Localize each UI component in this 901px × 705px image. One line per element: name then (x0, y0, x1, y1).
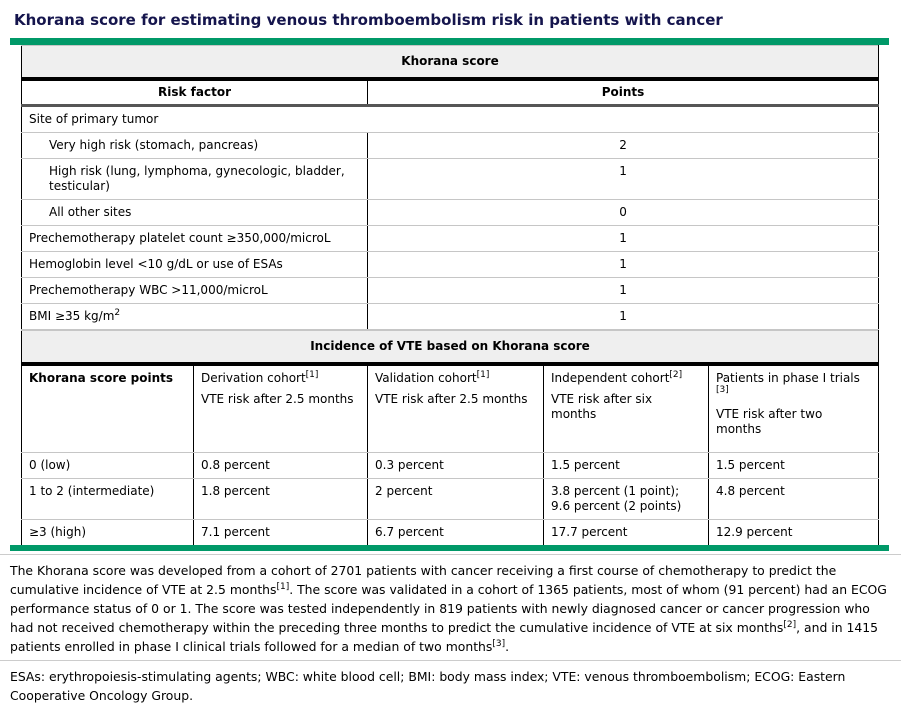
footnote-text: The Khorana score was developed from a c… (10, 563, 837, 597)
validation-value: 0.3 percent (367, 452, 544, 479)
table-row: 1 to 2 (intermediate) 1.8 percent 2 perc… (21, 478, 880, 520)
points-value: 1 (366, 277, 880, 304)
table-section-header-row: Incidence of VTE based on Khorana score (20, 330, 880, 366)
column-header-validation-cohort: Validation cohort[1] VTE risk after 2.5 … (367, 363, 544, 453)
table-row: 0 (low) 0.8 percent 0.3 percent 1.5 perc… (21, 452, 880, 479)
table-row: Hemoglobin level <10 g/dL or use of ESAs… (21, 251, 880, 278)
risk-factor-label: High risk (lung, lymphoma, gynecologic, … (21, 158, 368, 200)
table-row: ≥3 (high) 7.1 percent 6.7 percent 17.7 p… (21, 519, 880, 545)
column-header-subtitle: VTE risk after 2.5 months (201, 392, 354, 406)
separator-line (0, 660, 901, 661)
points-value: 0 (366, 199, 880, 226)
khorana-score-table: Khorana score Risk factor Points Site of… (20, 45, 880, 330)
column-header-subtitle: VTE risk after 2.5 months (375, 392, 528, 406)
validation-value: 6.7 percent (367, 519, 544, 545)
column-header-derivation-cohort: Derivation cohort[1] VTE risk after 2.5 … (193, 363, 368, 453)
reference-2: [2] (783, 619, 797, 630)
risk-factor-label: Prechemotherapy platelet count ≥350,000/… (21, 225, 368, 252)
column-header-row: Khorana score points Derivation cohort[1… (21, 363, 880, 453)
separator-line (0, 554, 901, 555)
points-value: 2 (366, 132, 880, 159)
risk-factor-label: All other sites (21, 199, 368, 226)
score-label: ≥3 (high) (21, 519, 194, 545)
column-header-text: Independent cohort[2] (551, 370, 683, 386)
independent-value: 1.5 percent (543, 452, 709, 479)
page-title: Khorana score for estimating venous thro… (14, 11, 723, 29)
risk-factor-label: Prechemotherapy WBC >11,000/microL (21, 277, 368, 304)
risk-factor-label-text: BMI ≥35 kg/m (29, 309, 115, 323)
table-row: Site of primary tumor (20, 105, 880, 133)
reference-1: [1] (476, 370, 490, 380)
footnote-text: , and in 1415 patients enrolled in phase… (10, 620, 879, 654)
column-header-independent-cohort: Independent cohort[2] VTE risk after six… (543, 363, 709, 453)
points-value: 1 (366, 303, 880, 330)
superscript-2: 2 (114, 308, 121, 318)
column-header-text: Patients in phase I trials [3] (716, 371, 860, 395)
phase1-value: 4.8 percent (707, 478, 880, 520)
table-section-header-row: Khorana score (20, 45, 880, 81)
vte-incidence-table: Incidence of VTE based on Khorana score … (20, 330, 880, 545)
footnote-paragraph: The Khorana score was developed from a c… (10, 561, 891, 656)
column-header-text: Validation cohort[1] (375, 370, 490, 386)
phase1-value: 1.5 percent (707, 452, 880, 479)
score-label: 1 to 2 (intermediate) (21, 478, 194, 520)
validation-value: 2 percent (367, 478, 544, 520)
independent-value: 17.7 percent (543, 519, 709, 545)
reference-1: [1] (305, 370, 319, 380)
column-header-row: Risk factor Points (21, 78, 880, 107)
table-row: BMI ≥35 kg/m2 1 (21, 303, 880, 330)
risk-factor-label: Very high risk (stomach, pancreas) (21, 132, 368, 159)
risk-factor-label: Hemoglobin level <10 g/dL or use of ESAs (21, 251, 368, 278)
table-row: All other sites 0 (21, 199, 880, 226)
footnote-text: . The score was validated in a cohort of… (10, 582, 887, 635)
reference-2: [2] (669, 370, 683, 380)
table-row: Very high risk (stomach, pancreas) 2 (21, 132, 880, 159)
top-green-rule (10, 38, 889, 45)
abbreviations-paragraph: ESAs: erythropoiesis-stimulating agents;… (10, 669, 846, 703)
column-header-text: Derivation cohort[1] (201, 370, 319, 386)
reference-3: [3] (716, 385, 729, 395)
vte-incidence-table-title: Incidence of VTE based on Khorana score (20, 330, 880, 366)
column-header-text: Khorana score points (29, 371, 174, 385)
derivation-value: 7.1 percent (193, 519, 368, 545)
table-row: High risk (lung, lymphoma, gynecologic, … (21, 158, 880, 200)
column-header-subtitle: VTE risk after six months (551, 392, 653, 421)
reference-3: [3] (492, 638, 506, 649)
score-label: 0 (low) (21, 452, 194, 479)
risk-factor-label: BMI ≥35 kg/m2 (21, 303, 368, 330)
points-value: 1 (366, 251, 880, 278)
footnote-text: . (505, 639, 510, 654)
column-header-phase-1-trials: Patients in phase I trials [3] VTE risk … (707, 363, 880, 453)
points-value: 1 (366, 158, 880, 200)
table-row: Prechemotherapy platelet count ≥350,000/… (21, 225, 880, 252)
phase1-value: 12.9 percent (707, 519, 880, 545)
table-row: Prechemotherapy WBC >11,000/microL 1 (21, 277, 880, 304)
points-value: 1 (366, 225, 880, 252)
column-header-subtitle: VTE risk after two months (716, 407, 823, 436)
bottom-green-rule (10, 545, 889, 551)
column-header-risk-factor: Risk factor (21, 78, 368, 107)
khorana-score-table-title: Khorana score (20, 45, 880, 81)
column-header-points: Points (366, 78, 880, 107)
risk-factor-group-label: Site of primary tumor (20, 105, 880, 133)
independent-value: 3.8 percent (1 point); 9.6 percent (2 po… (543, 478, 709, 520)
derivation-value: 0.8 percent (193, 452, 368, 479)
derivation-value: 1.8 percent (193, 478, 368, 520)
reference-1: [1] (276, 581, 290, 592)
column-header-khorana-score-points: Khorana score points (21, 363, 194, 453)
